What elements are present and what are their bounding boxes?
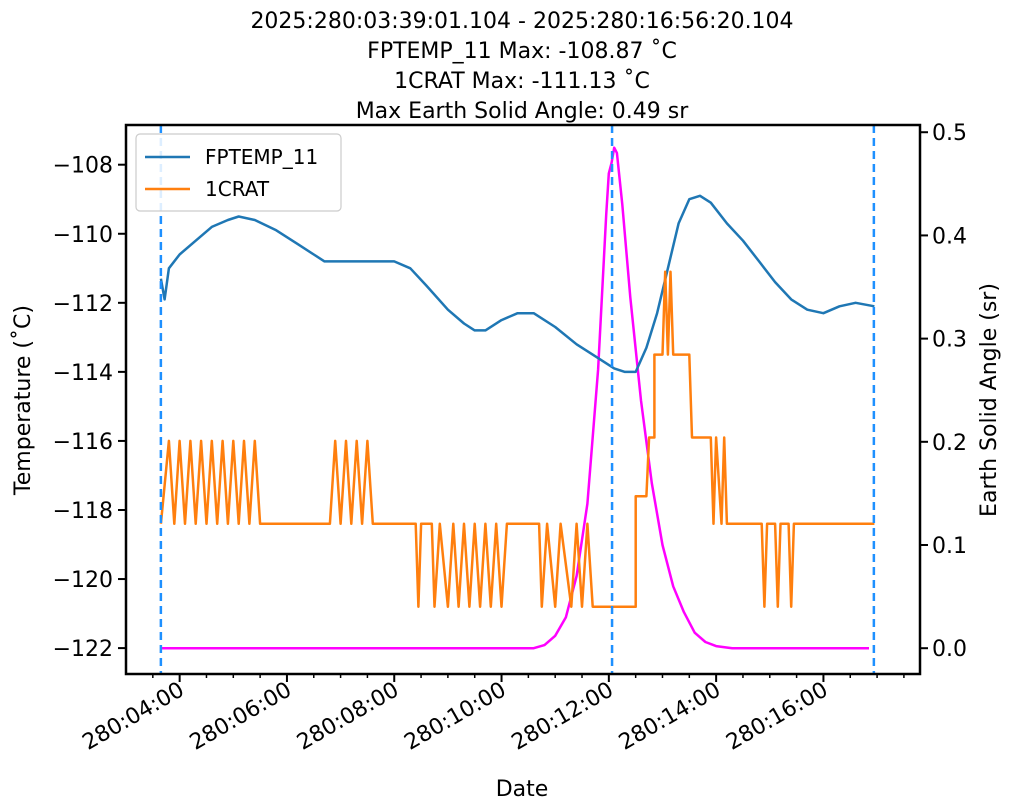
- y-right-tick-label: 0.5: [932, 121, 967, 146]
- title: 2025:280:03:39:01.104 - 2025:280:16:56:2…: [250, 9, 793, 124]
- x-tick-label: 280:04:00: [78, 678, 188, 756]
- x-tick-label: 280:06:00: [186, 678, 296, 756]
- title-line-1: 2025:280:03:39:01.104 - 2025:280:16:56:2…: [250, 9, 793, 34]
- y-right-tick-label: 0.4: [932, 224, 967, 249]
- series-line-earth-solid-angle: [160, 146, 869, 650]
- legend-label-fptemp: FPTEMP_11: [205, 145, 318, 169]
- x-tick-label: 280:16:00: [722, 678, 832, 756]
- title-line-3: 1CRAT Max: -111.13 ˚C: [394, 69, 650, 94]
- y-left-tick-label: −116: [53, 430, 113, 455]
- legend: FPTEMP_11 1CRAT: [135, 133, 342, 212]
- legend-label-1crat: 1CRAT: [205, 177, 270, 201]
- x-tick-label: 280:08:00: [293, 678, 403, 756]
- title-line-2: FPTEMP_11 Max: -108.87 ˚C: [367, 39, 677, 64]
- y-axis-left-label: Temperature (˚C): [11, 305, 36, 496]
- y-right-tick-label: 0.1: [932, 534, 967, 559]
- y-left-tick-label: −112: [53, 292, 113, 317]
- title-line-4: Max Earth Solid Angle: 0.49 sr: [356, 99, 690, 124]
- y-left-tick-label: −120: [53, 568, 113, 593]
- legend-box: [135, 133, 342, 212]
- y-right-tick-label: 0.0: [932, 637, 967, 662]
- y-right-tick-label: 0.2: [932, 431, 967, 456]
- y-left-tick-label: −122: [53, 637, 113, 662]
- y-left-tick-label: −108: [53, 154, 113, 179]
- axes-frame: [124, 123, 922, 676]
- x-tick-label: 280:12:00: [508, 678, 618, 756]
- series-line-1crat: [159, 270, 875, 608]
- y-right-tick-label: 0.3: [932, 328, 967, 353]
- x-tick-label: 280:10:00: [400, 678, 510, 756]
- x-axis-ticks: 280:04:00280:06:00280:08:00280:10:00280:…: [78, 674, 905, 756]
- y-axis-left-ticks: −108 −110 −112 −114 −116 −118 −120 −122: [53, 154, 126, 662]
- y-left-tick-label: −118: [53, 499, 113, 524]
- series-line-fptemp-11: [159, 194, 875, 374]
- plot-area: [159, 125, 876, 674]
- x-tick-label: 280:14:00: [615, 678, 725, 756]
- y-axis-right-label: Earth Solid Angle (sr): [977, 283, 1002, 517]
- x-axis-label: Date: [496, 777, 549, 802]
- y-axis-right-ticks: 0.0 0.1 0.2 0.3 0.4 0.5: [920, 121, 967, 662]
- y-left-tick-label: −114: [53, 361, 113, 386]
- y-left-tick-label: −110: [53, 223, 113, 248]
